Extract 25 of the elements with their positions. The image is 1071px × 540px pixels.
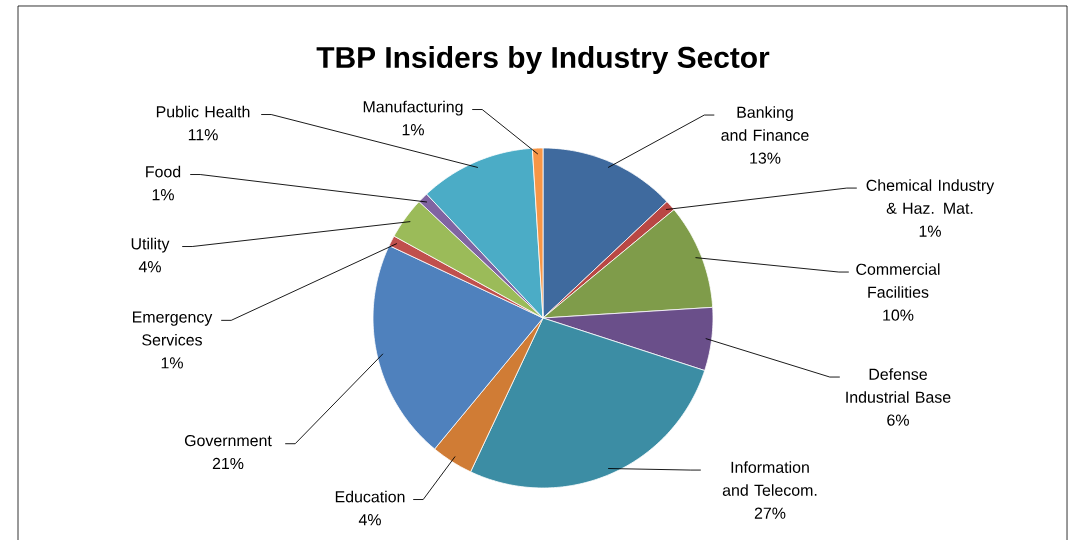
data-label: 21% <box>212 457 244 470</box>
data-label: 4% <box>138 261 161 273</box>
slice-label: Education <box>335 490 405 503</box>
data-label: 4% <box>358 514 381 526</box>
data-label: 6% <box>887 414 909 426</box>
data-label: 10% <box>883 309 914 321</box>
slice-label: Manufacturing <box>363 100 463 116</box>
slice-label: Defense Industrial Base <box>846 368 951 403</box>
slice-label: Emergency Services <box>133 311 213 346</box>
slice-label: Chemical Industry & Haz. Mat. <box>866 179 995 214</box>
data-label: 1% <box>402 124 424 136</box>
slice-label: Commercial Facilities <box>856 263 940 298</box>
data-label: 1% <box>919 225 941 237</box>
data-label: 1% <box>161 357 183 369</box>
data-label: 11% <box>188 129 218 141</box>
chart-title: TBP Insiders by Industry Sector <box>316 46 770 74</box>
slice-label: Public Health <box>156 105 250 118</box>
data-label: 27% <box>754 507 786 519</box>
slice-label: Government <box>184 434 272 447</box>
data-label: 1% <box>152 189 174 201</box>
slice-label: Information and Telecom. <box>722 461 817 496</box>
slice-label: Banking and Finance <box>721 106 809 141</box>
data-label: 13% <box>750 152 781 164</box>
slice-label: Food <box>146 165 181 178</box>
slice-label: Utility <box>131 237 170 253</box>
